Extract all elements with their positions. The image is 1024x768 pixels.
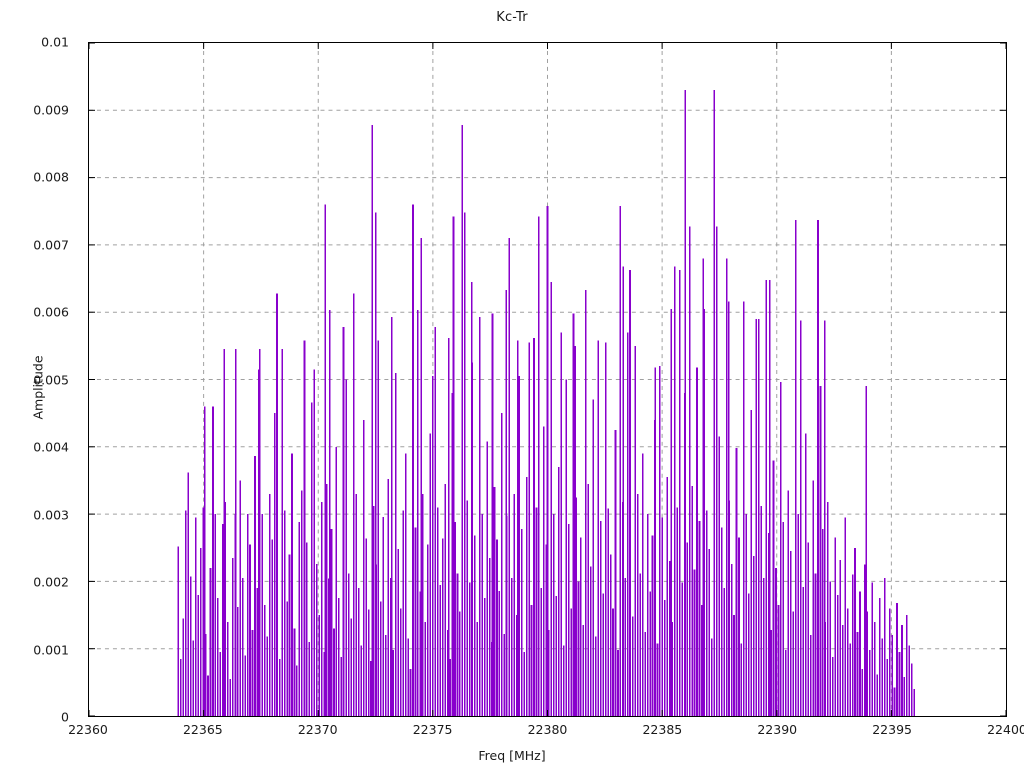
x-tick-label: 22385 [642,722,683,737]
x-axis-title: Freq [MHz] [478,748,546,763]
y-tick-label: 0.004 [33,439,69,455]
y-tick-label: 0.002 [33,574,69,590]
x-tick-label: 22375 [412,722,453,737]
y-tick-label: 0.009 [33,102,69,117]
notable-peak-lines [203,90,867,716]
x-tick-label: 22390 [757,722,798,737]
tick-marks [89,43,1006,716]
gridlines [89,43,1006,716]
chart-title: Kc-Tr [496,10,528,25]
y-tick-label: 0.008 [33,169,69,185]
x-tick-label: 22370 [297,722,338,737]
plot-area [88,42,1007,717]
x-tick-label: 22380 [527,722,568,737]
x-tick-label: 22400 [987,722,1024,737]
y-tick-label: 0.005 [33,372,69,387]
x-tick-label: 22365 [182,722,223,737]
x-tick-label: 22360 [68,722,108,737]
y-tick-label: 0.007 [33,237,69,252]
x-tick-label: 22395 [872,722,912,737]
y-tick-label: 0.003 [33,507,69,522]
y-tick-label: 0.01 [41,34,69,50]
impulse-lines [177,90,916,716]
y-tick-label: 0 [61,709,69,725]
y-axis-title: Amplitude [30,355,46,420]
y-tick-label: 0.001 [33,642,69,657]
spectrum-series [177,90,916,716]
y-tick-label: 0.006 [33,304,69,320]
